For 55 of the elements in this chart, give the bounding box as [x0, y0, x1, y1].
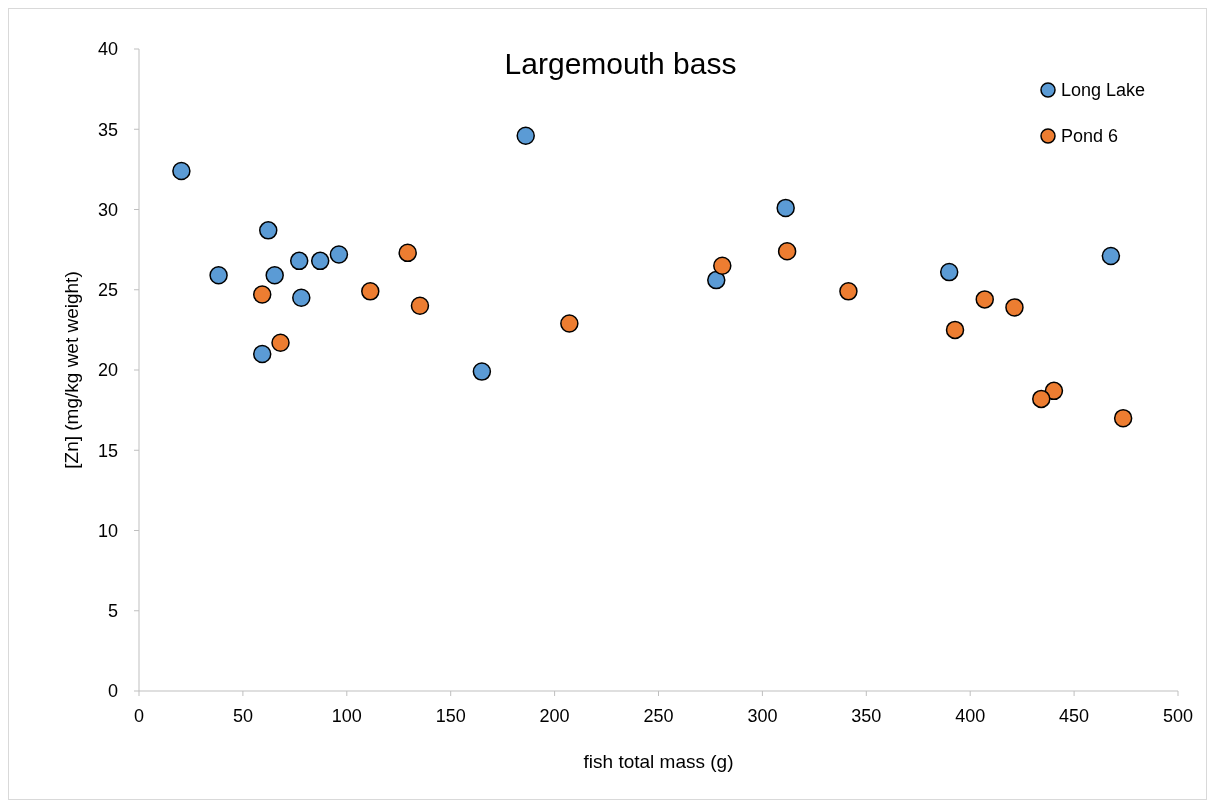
point — [1113, 408, 1133, 428]
point — [516, 126, 535, 145]
y-tick-label: 0 — [107, 681, 118, 702]
x-axis-title: fish total mass (g) — [583, 751, 734, 772]
y-tick-label: 35 — [97, 119, 118, 140]
point — [310, 251, 330, 271]
point — [1044, 381, 1064, 401]
point — [252, 285, 272, 304]
point — [975, 290, 994, 309]
x-tick-label: 350 — [851, 706, 882, 726]
point — [776, 198, 795, 218]
y-tick-label: 25 — [97, 280, 118, 301]
x-tick-label: 450 — [1059, 706, 1090, 726]
point — [265, 266, 284, 285]
point — [839, 282, 858, 301]
legend-label: Long Lake — [1061, 80, 1146, 101]
point — [292, 288, 311, 308]
x-tick-label: 150 — [435, 706, 466, 726]
point — [472, 362, 492, 381]
y-tick-label: 10 — [97, 520, 118, 541]
x-tick-label: 300 — [747, 706, 778, 726]
x-tick-label: 100 — [331, 706, 362, 726]
point — [777, 241, 797, 261]
point — [945, 320, 965, 340]
point — [259, 221, 278, 240]
point — [289, 251, 309, 271]
legend-label: Pond 6 — [1061, 126, 1119, 147]
point — [410, 296, 430, 316]
x-tick-label: 50 — [232, 706, 253, 726]
point — [209, 266, 228, 285]
point — [172, 161, 191, 181]
x-tick-label: 0 — [133, 706, 145, 726]
point — [707, 270, 726, 290]
x-tick-label: 500 — [1162, 706, 1194, 726]
x-tick-label: 400 — [955, 706, 986, 726]
point — [252, 344, 272, 364]
point — [1101, 246, 1121, 266]
y-tick-label: 5 — [107, 601, 118, 622]
chart-title: Largemouth bass — [504, 47, 737, 80]
point — [713, 256, 732, 275]
point — [361, 282, 380, 301]
y-tick-label: 20 — [97, 360, 118, 381]
point — [1005, 298, 1024, 317]
x-tick-label: 200 — [539, 706, 570, 726]
point — [1032, 389, 1051, 409]
point — [560, 314, 579, 333]
y-tick-label: 30 — [97, 199, 118, 220]
y-tick-label: 40 — [97, 39, 118, 60]
point — [271, 333, 290, 352]
point — [329, 245, 349, 264]
point — [398, 243, 417, 263]
point — [939, 262, 959, 282]
x-tick-label: 250 — [643, 706, 674, 726]
y-axis-title: [Zn] (mg/kg wet weight) — [61, 271, 82, 469]
y-tick-label: 15 — [97, 440, 118, 461]
